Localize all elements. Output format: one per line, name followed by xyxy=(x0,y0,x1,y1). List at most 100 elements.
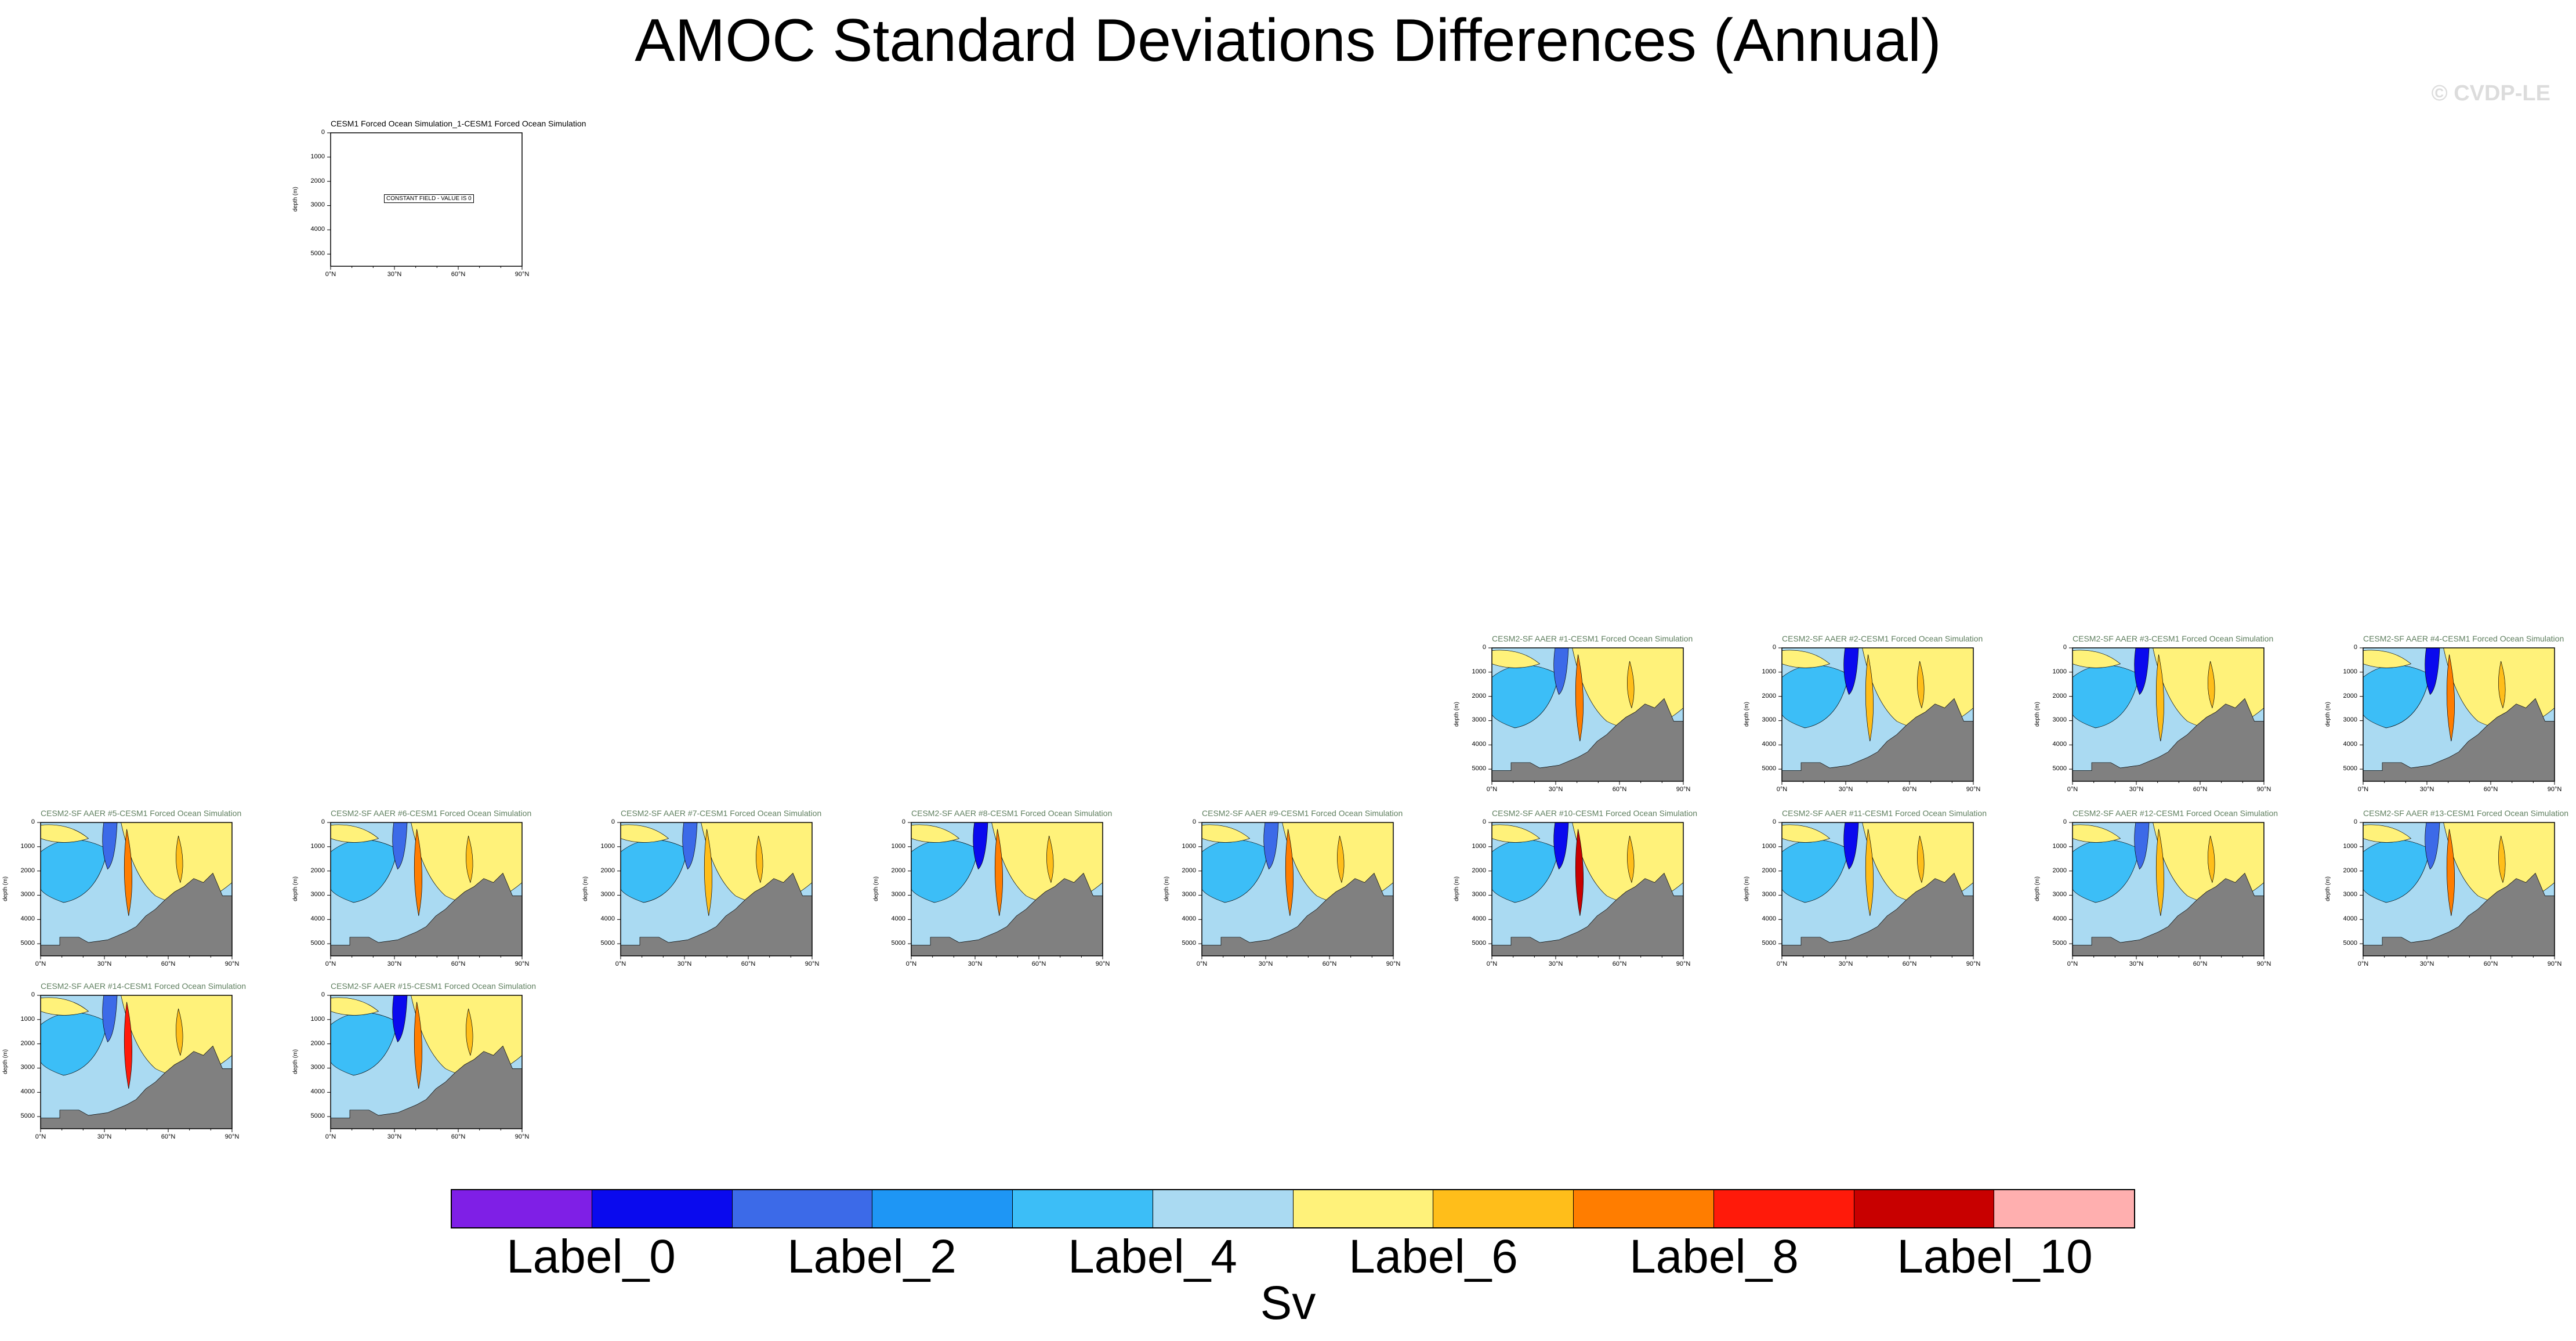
x-tick-label: 0°N xyxy=(905,961,917,967)
x-tick-label: 0°N xyxy=(325,961,336,967)
panel-title: CESM2-SF AAER #11-CESM1 Forced Ocean Sim… xyxy=(1782,809,1987,818)
y-tick-label: 0 xyxy=(2353,818,2357,825)
y-tick-label: 3000 xyxy=(891,891,905,898)
field-contour xyxy=(414,1002,423,1089)
x-tick-label: 30°N xyxy=(1548,786,1563,793)
y-axis-label: depth (m) xyxy=(2,876,9,901)
panel-title: CESM2-SF AAER #5-CESM1 Forced Ocean Simu… xyxy=(41,809,242,818)
x-tick-label: 60°N xyxy=(1902,786,1917,793)
y-tick-label: 2000 xyxy=(1472,867,1486,874)
field-contour xyxy=(1865,654,1874,742)
amoc-plot xyxy=(2069,822,2265,959)
x-tick-label: 60°N xyxy=(1322,961,1337,967)
x-tick-label: 60°N xyxy=(451,961,466,967)
field-contour xyxy=(176,835,183,883)
colorbar-units: Sv xyxy=(1260,1277,1316,1329)
colorbar-label: Label_4 xyxy=(1068,1230,1237,1283)
field-contour xyxy=(1491,824,1541,843)
y-axis-label: depth (m) xyxy=(1453,702,1460,727)
amoc-plot xyxy=(1778,822,1974,959)
panel-title: CESM2-SF AAER #2-CESM1 Forced Ocean Simu… xyxy=(1782,634,1983,643)
field-contour xyxy=(2134,647,2150,695)
field-contour xyxy=(2208,835,2215,883)
field-contour xyxy=(1285,829,1294,916)
panel-title: CESM2-SF AAER #8-CESM1 Forced Ocean Simu… xyxy=(911,809,1113,818)
field-contour xyxy=(1627,835,1635,883)
field-contour xyxy=(1553,647,1569,695)
amoc-panel: CESM2-SF AAER #1-CESM1 Forced Ocean Simu… xyxy=(1454,634,1693,793)
y-tick-label: 4000 xyxy=(1762,915,1776,923)
plot-frame xyxy=(40,822,233,956)
amoc-panel: CESM2-SF AAER #8-CESM1 Forced Ocean Simu… xyxy=(873,809,1112,967)
y-axis-label: depth (m) xyxy=(292,187,299,212)
x-tick-label: 0°N xyxy=(1196,961,1208,967)
y-tick-label: 4000 xyxy=(1472,741,1486,748)
y-tick-label: 1000 xyxy=(1762,668,1776,675)
field-contour xyxy=(1263,822,1279,870)
y-tick-label: 0 xyxy=(901,818,905,825)
colorbar xyxy=(451,1189,2135,1228)
y-tick-label: 0 xyxy=(2353,644,2357,651)
y-tick-label: 3000 xyxy=(20,1064,35,1071)
y-axis-label: depth (m) xyxy=(2324,702,2331,727)
colorbar-box xyxy=(1854,1190,1995,1227)
bathymetry-mask xyxy=(40,1045,233,1129)
amoc-plot xyxy=(2069,647,2265,785)
x-tick-label: 30°N xyxy=(1548,961,1563,967)
y-tick-label: 3000 xyxy=(1182,891,1196,898)
y-tick-label: 4000 xyxy=(310,1088,325,1096)
field-contour xyxy=(2498,835,2506,883)
y-tick-label: 4000 xyxy=(20,1088,35,1096)
amoc-plot xyxy=(908,822,1103,959)
x-tick-label: 90°N xyxy=(2256,961,2271,967)
y-tick-label: 5000 xyxy=(20,940,35,947)
x-tick-label: 60°N xyxy=(2193,786,2208,793)
panel-title: CESM2-SF AAER #1-CESM1 Forced Ocean Simu… xyxy=(1492,634,1693,643)
y-tick-label: 4000 xyxy=(2343,741,2357,748)
field-contour xyxy=(1046,835,1054,883)
amoc-panel: CESM2-SF AAER #12-CESM1 Forced Ocean Sim… xyxy=(2034,809,2278,967)
y-axis-label: depth (m) xyxy=(872,876,879,901)
x-tick-label: 30°N xyxy=(387,961,402,967)
y-tick-label: 5000 xyxy=(310,940,325,947)
y-axis-label: depth (m) xyxy=(2324,876,2331,901)
y-tick-label: 5000 xyxy=(1182,940,1196,947)
y-axis-label: depth (m) xyxy=(1163,876,1170,901)
bathymetry-mask xyxy=(1201,872,1394,956)
x-tick-label: 90°N xyxy=(1966,961,1981,967)
x-tick-label: 0°N xyxy=(1486,786,1498,793)
y-tick-label: 0 xyxy=(1772,818,1776,825)
field-contour xyxy=(1917,835,1925,883)
panel-title: CESM2-SF AAER #14-CESM1 Forced Ocean Sim… xyxy=(41,981,247,991)
x-tick-label: 30°N xyxy=(2419,961,2434,967)
y-tick-label: 4000 xyxy=(2052,741,2067,748)
bathymetry-mask xyxy=(2363,872,2555,956)
field-contour xyxy=(1843,647,1859,695)
y-tick-label: 3000 xyxy=(1472,891,1486,898)
amoc-panel: CESM2-SF AAER #10-CESM1 Forced Ocean Sim… xyxy=(1454,809,1697,967)
field-contour xyxy=(40,997,89,1016)
field-contour xyxy=(1337,835,1345,883)
field-contour xyxy=(1843,822,1859,870)
x-tick-label: 90°N xyxy=(515,271,530,278)
amoc-panel: CESM2-SF AAER #13-CESM1 Forced Ocean Sim… xyxy=(2325,809,2568,967)
y-tick-label: 2000 xyxy=(20,1039,35,1047)
y-tick-label: 5000 xyxy=(1762,940,1776,947)
y-tick-label: 3000 xyxy=(1472,716,1486,724)
x-tick-label: 60°N xyxy=(1902,961,1917,967)
bathymetry-mask xyxy=(2072,872,2265,956)
field-contour xyxy=(102,995,118,1043)
x-tick-label: 30°N xyxy=(2419,786,2434,793)
field-contour xyxy=(1781,824,1831,843)
x-tick-label: 0°N xyxy=(1776,786,1788,793)
field-contour xyxy=(994,829,1003,916)
plot-frame xyxy=(1201,822,1394,956)
y-tick-label: 2000 xyxy=(310,867,325,874)
colorbar-label: Label_6 xyxy=(1349,1230,1518,1283)
y-axis-label: depth (m) xyxy=(582,876,589,901)
x-tick-label: 0°N xyxy=(1486,961,1498,967)
y-tick-label: 3000 xyxy=(2052,716,2067,724)
x-tick-label: 30°N xyxy=(2129,961,2144,967)
y-tick-label: 4000 xyxy=(2052,915,2067,923)
y-tick-label: 4000 xyxy=(600,915,615,923)
